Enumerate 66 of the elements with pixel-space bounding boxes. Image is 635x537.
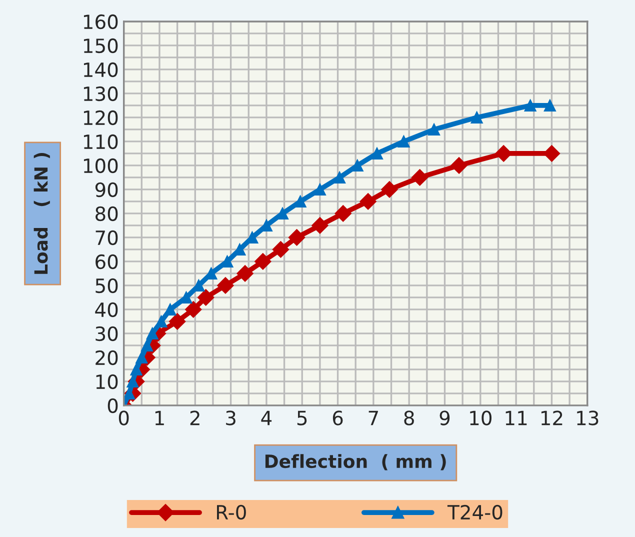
y-tick-label: 160 <box>84 14 118 30</box>
point <box>334 205 352 222</box>
point <box>124 387 136 400</box>
y-tick-label: 100 <box>84 158 118 174</box>
y-tick-label: 140 <box>84 62 118 78</box>
x-tick-label: 6 <box>332 410 343 426</box>
point <box>272 241 290 258</box>
point <box>351 159 364 172</box>
point <box>543 145 560 162</box>
x-tick-label: 8 <box>404 410 414 426</box>
x-tick-label: 4 <box>261 410 272 426</box>
point <box>164 303 176 316</box>
point <box>495 145 512 162</box>
point <box>126 375 139 388</box>
x-tick-label: 3 <box>226 410 236 426</box>
point <box>236 265 254 282</box>
x-tick-label: 5 <box>297 410 307 426</box>
point <box>544 99 556 112</box>
y-tick-label: 150 <box>84 38 118 54</box>
y-tick-label: 70 <box>96 230 118 246</box>
x-tick-label: 11 <box>506 410 527 426</box>
x-tick-label: 7 <box>368 410 378 426</box>
x-tick-label: 10 <box>470 410 492 426</box>
legend-label: R-0 <box>217 504 246 520</box>
point <box>398 135 410 148</box>
y-tick-label: 20 <box>96 350 118 366</box>
point <box>288 229 306 246</box>
legend-label: T24-0 <box>447 504 502 520</box>
point <box>524 99 536 112</box>
y-tick-label: 80 <box>96 206 118 222</box>
point <box>360 193 376 210</box>
point <box>314 183 326 196</box>
y-tick-label: 130 <box>84 86 118 102</box>
y-tick-label: 110 <box>84 134 118 150</box>
y-tick-label: 30 <box>96 326 118 342</box>
x-axis-title: Deflection ( mm ) <box>265 454 446 470</box>
point <box>381 181 398 198</box>
y-tick-label: 90 <box>95 182 118 198</box>
y-tick-label: 120 <box>84 110 118 126</box>
x-tick-label: 2 <box>190 410 200 426</box>
y-tick-label: 10 <box>96 374 118 390</box>
point <box>155 315 168 328</box>
x-tick-label: 0 <box>118 410 129 426</box>
point <box>428 123 440 136</box>
point <box>411 169 428 186</box>
point <box>184 301 202 318</box>
point <box>312 217 328 234</box>
x-tick-label: 9 <box>440 410 450 426</box>
y-tick-label: 60 <box>96 254 118 270</box>
x-tick-label: 12 <box>541 410 562 426</box>
point <box>197 289 214 306</box>
point <box>470 111 483 124</box>
x-tick-label: 1 <box>155 410 164 426</box>
point <box>168 313 186 330</box>
y-axis-title: Load ( kN ) <box>34 152 50 274</box>
y-tick-label: 40 <box>95 302 118 318</box>
point <box>370 147 384 160</box>
point <box>217 277 234 294</box>
x-tick-label: 13 <box>577 410 598 426</box>
point <box>450 157 468 174</box>
y-tick-label: 0 <box>108 398 118 414</box>
point <box>254 253 272 270</box>
point <box>294 195 306 208</box>
point <box>333 171 346 184</box>
y-tick-label: 50 <box>96 278 118 294</box>
point <box>136 351 148 364</box>
